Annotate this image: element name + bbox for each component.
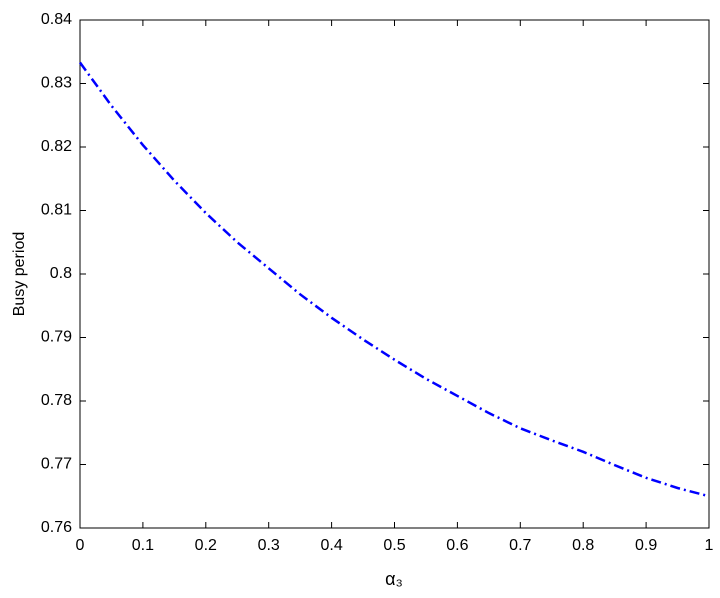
- y-axis-label: Busy period: [11, 232, 28, 317]
- y-tick-label: 0.79: [41, 329, 72, 346]
- x-tick-label: 0.4: [320, 537, 342, 554]
- plot-frame: [79, 19, 710, 529]
- x-tick-label: 0.1: [132, 537, 154, 554]
- y-tick-label: 0.77: [41, 456, 72, 473]
- x-tick-label: 0.6: [446, 537, 468, 554]
- y-tick-label: 0.83: [41, 75, 72, 92]
- x-tick-label: 0.3: [258, 537, 280, 554]
- x-tick-label: 0.8: [572, 537, 594, 554]
- x-tick-label: 1: [705, 537, 714, 554]
- y-tick-label: 0.76: [41, 519, 72, 536]
- x-tick-label: 0.9: [635, 537, 657, 554]
- y-tick-label: 0.84: [41, 11, 72, 28]
- y-tick-label: 0.78: [41, 392, 72, 409]
- data-line: [78, 61, 710, 498]
- y-tick-label: 0.81: [41, 202, 72, 219]
- x-axis-label: α₃: [385, 569, 403, 589]
- x-tick-label: 0.7: [509, 537, 531, 554]
- x-tick-label: 0.2: [195, 537, 217, 554]
- y-tick-label: 0.82: [41, 138, 72, 155]
- x-tick-label: 0.5: [383, 537, 405, 554]
- x-tick-label: 0: [76, 537, 85, 554]
- y-tick-label: 0.8: [50, 265, 72, 282]
